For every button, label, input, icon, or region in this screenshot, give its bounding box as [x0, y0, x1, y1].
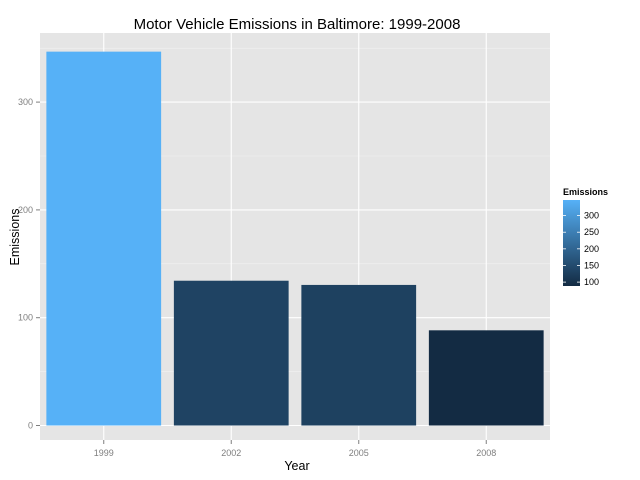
legend-title: Emissions — [563, 187, 608, 197]
legend-tick-label: 150 — [584, 260, 599, 270]
x-tick-label: 2008 — [476, 448, 496, 458]
bars — [46, 51, 544, 426]
legend-tick-label: 300 — [584, 211, 599, 221]
y-tick-label: 300 — [18, 97, 33, 107]
bar-1999 — [46, 51, 162, 426]
legend-tick-label: 250 — [584, 227, 599, 237]
x-axis-ticks: 1999 2002 2005 2008 — [94, 440, 496, 458]
bar-2002 — [173, 280, 289, 426]
y-tick-label: 100 — [18, 313, 33, 323]
bar-2005 — [301, 284, 417, 426]
y-axis-title: Emissions — [8, 209, 22, 266]
color-legend: Emissions 300 250 200 150 100 — [563, 187, 608, 287]
chart-title: Motor Vehicle Emissions in Baltimore: 19… — [134, 16, 461, 33]
x-tick-label: 2002 — [221, 448, 241, 458]
x-tick-label: 2005 — [349, 448, 369, 458]
y-tick-label: 200 — [18, 205, 33, 215]
y-tick-label: 0 — [28, 421, 33, 431]
legend-ticks: 300 250 200 150 100 — [563, 211, 599, 287]
y-axis-ticks: 0 100 200 300 — [18, 97, 40, 431]
x-tick-label: 1999 — [94, 448, 114, 458]
bar-2008 — [428, 330, 544, 426]
legend-tick-label: 100 — [584, 277, 599, 287]
x-axis-title: Year — [284, 459, 309, 473]
legend-tick-label: 200 — [584, 244, 599, 254]
legend-colorbar — [563, 200, 580, 286]
